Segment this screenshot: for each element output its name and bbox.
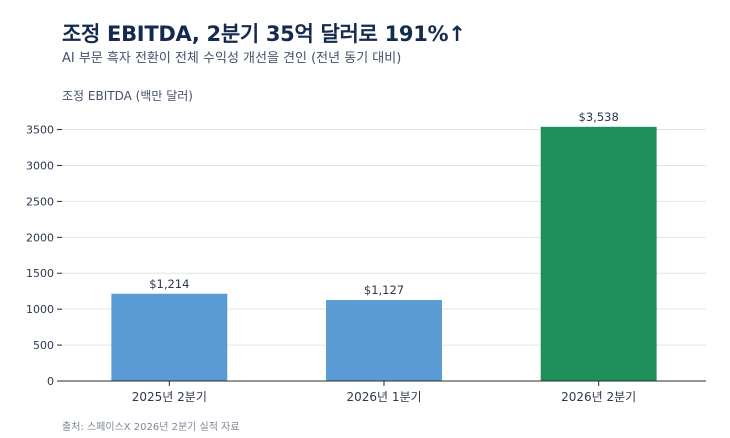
data-labels: $1,214 $1,127 $3,538 <box>149 110 619 297</box>
y-tick-label: 1000 <box>26 303 54 316</box>
data-label: $3,538 <box>579 110 619 124</box>
x-axis-ticks: 2025년 2분기 2026년 1분기 2026년 2분기 <box>132 381 636 404</box>
y-tick-label: 1500 <box>26 267 54 280</box>
y-axis-ticks: 0 500 1000 1500 2000 2500 3000 3500 <box>26 124 62 388</box>
y-tick-label: 2500 <box>26 195 54 208</box>
y-tick-label: 0 <box>47 375 54 388</box>
y-tick-label: 500 <box>33 339 54 352</box>
bar <box>111 293 228 381</box>
data-label: $1,214 <box>149 277 189 291</box>
x-tick-label: 2025년 2분기 <box>132 390 207 404</box>
y-axis-title: 조정 EBITDA (백만 달러) <box>62 89 193 103</box>
bar <box>540 126 657 381</box>
source-note: 출처: 스페이스X 2026년 2분기 실적 자료 <box>62 422 240 433</box>
bars <box>111 126 657 381</box>
chart-subtitle: AI 부문 흑자 전환이 전체 수익성 개선을 견인 (전년 동기 대비) <box>62 51 402 66</box>
y-tick-label: 2000 <box>26 231 54 244</box>
bar <box>326 300 442 381</box>
y-tick-label: 3500 <box>26 124 54 137</box>
x-tick-label: 2026년 2분기 <box>561 390 636 404</box>
chart-title: 조정 EBITDA, 2분기 35억 달러로 191%↑ <box>62 22 466 46</box>
x-tick-label: 2026년 1분기 <box>346 390 421 404</box>
y-tick-label: 3000 <box>26 159 54 172</box>
data-label: $1,127 <box>364 283 404 297</box>
